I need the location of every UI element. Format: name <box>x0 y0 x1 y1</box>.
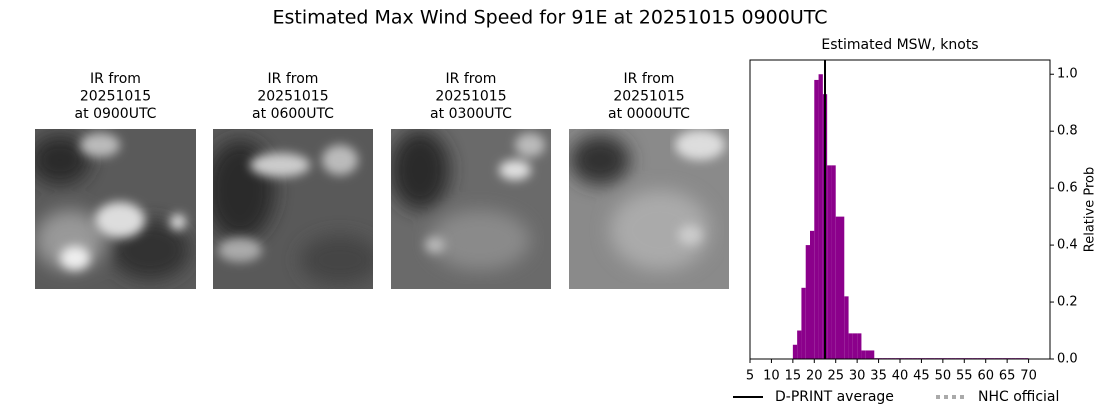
panel-caption: at 0600UTC <box>252 106 334 122</box>
panel-caption: 20251015 <box>613 89 684 105</box>
bar <box>801 287 806 359</box>
bar <box>857 333 862 359</box>
bar <box>831 165 836 359</box>
legend-label: NHC official <box>978 389 1059 405</box>
y-tick-label: 0.6 <box>1057 181 1078 196</box>
x-tick-label: 30 <box>849 369 866 384</box>
bar <box>805 245 810 359</box>
x-tick-label: 40 <box>892 369 909 384</box>
bar <box>827 165 832 359</box>
bar <box>792 344 798 359</box>
panel-caption: IR from <box>268 71 319 87</box>
panel-caption: 20251015 <box>257 89 328 105</box>
plot-title: Estimated MSW, knots <box>821 37 978 53</box>
panel-caption: IR from <box>446 71 497 87</box>
bar <box>848 333 853 359</box>
panel-caption: 20251015 <box>80 89 151 105</box>
x-tick-label: 35 <box>870 369 887 384</box>
ir-image <box>569 129 729 289</box>
x-tick-label: 25 <box>827 369 844 384</box>
ir-image <box>391 129 551 289</box>
ir-image <box>213 129 373 289</box>
y-tick-label: 0.8 <box>1057 124 1078 139</box>
panel-caption: at 0000UTC <box>608 106 690 122</box>
y-axis-label: Relative Prob <box>1083 167 1098 252</box>
bar <box>840 216 845 359</box>
ir-image <box>35 129 196 289</box>
x-tick-label: 5 <box>746 369 754 384</box>
y-tick-label: 0.0 <box>1057 352 1078 367</box>
x-tick-label: 15 <box>785 369 802 384</box>
x-tick-label: 50 <box>935 369 952 384</box>
panel-caption: IR from <box>624 71 675 87</box>
x-tick-label: 20 <box>806 369 823 384</box>
x-tick-label: 60 <box>977 369 994 384</box>
bar <box>844 296 849 359</box>
bar <box>870 350 875 359</box>
panel-caption: at 0300UTC <box>430 106 512 122</box>
x-tick-label: 45 <box>913 369 930 384</box>
panel-caption: at 0900UTC <box>75 106 157 122</box>
bar <box>818 74 823 359</box>
bar <box>852 333 858 359</box>
panel-caption: IR from <box>90 71 141 87</box>
x-tick-label: 70 <box>1020 369 1037 384</box>
bar <box>861 350 866 359</box>
bar <box>810 230 815 359</box>
plot-frame <box>749 59 1051 360</box>
x-tick-label: 55 <box>956 369 973 384</box>
bar <box>835 216 840 359</box>
bar <box>814 79 819 359</box>
y-tick-label: 0.2 <box>1057 295 1078 310</box>
x-tick-label: 65 <box>999 369 1016 384</box>
x-tick-label: 10 <box>763 369 780 384</box>
y-tick-label: 0.4 <box>1057 238 1078 253</box>
bar <box>865 350 870 359</box>
figure-title: Estimated Max Wind Speed for 91E at 2025… <box>272 7 827 29</box>
legend-label: D-PRINT average <box>775 389 894 405</box>
panel-caption: 20251015 <box>435 89 506 105</box>
y-tick-label: 1.0 <box>1057 67 1078 82</box>
bar <box>797 330 802 359</box>
